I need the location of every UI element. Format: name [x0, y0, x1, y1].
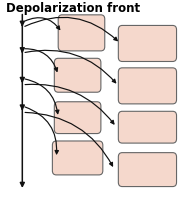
FancyBboxPatch shape: [52, 141, 103, 175]
FancyBboxPatch shape: [118, 68, 177, 104]
FancyBboxPatch shape: [54, 102, 101, 134]
FancyBboxPatch shape: [58, 15, 105, 51]
FancyBboxPatch shape: [118, 111, 177, 143]
Text: Depolarization front: Depolarization front: [6, 2, 140, 15]
FancyBboxPatch shape: [118, 25, 177, 61]
FancyBboxPatch shape: [118, 153, 177, 187]
FancyBboxPatch shape: [54, 58, 101, 92]
